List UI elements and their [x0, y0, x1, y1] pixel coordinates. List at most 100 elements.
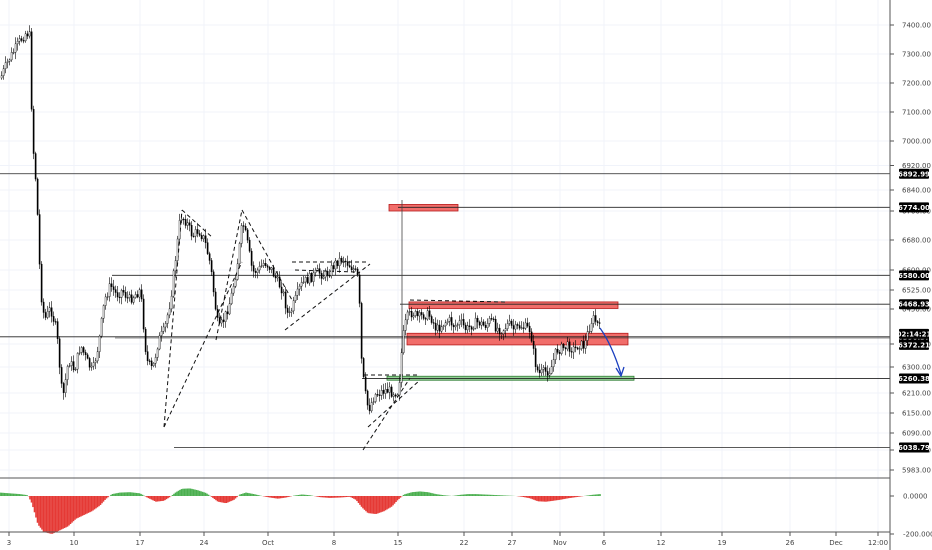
candle-body	[234, 279, 237, 287]
candle-body	[576, 347, 579, 350]
candle-body	[478, 321, 481, 326]
candle-body	[304, 277, 307, 283]
candle-body	[20, 38, 23, 41]
price-axis-label: 6920.00	[902, 162, 931, 170]
candle-body	[386, 389, 389, 393]
candle-body	[352, 268, 355, 271]
candle-body	[188, 222, 191, 226]
candle-body	[34, 153, 37, 180]
candle-body	[18, 38, 21, 42]
candle-body	[524, 322, 527, 329]
candle-body	[338, 257, 341, 267]
candle-body	[112, 286, 115, 290]
candle-body	[550, 366, 553, 374]
price-level-badge: 6892.99	[898, 170, 930, 178]
candle-body	[106, 296, 109, 298]
candle-body	[438, 324, 441, 332]
candle-body	[308, 272, 311, 284]
candle-body	[354, 268, 357, 270]
candle-body	[170, 295, 173, 310]
candle-body	[528, 325, 531, 333]
candle-body	[496, 327, 499, 332]
price-level-badge: 6038.79	[898, 444, 930, 452]
candle-body	[146, 351, 149, 362]
candle-body	[152, 363, 155, 367]
candle-body	[578, 348, 581, 350]
candle-body	[52, 316, 55, 322]
candle-body	[536, 366, 539, 371]
candle-body	[344, 260, 347, 263]
projection-arrow	[599, 327, 625, 378]
candle-body	[216, 308, 219, 318]
candle-body	[252, 265, 255, 272]
candle-body	[522, 327, 525, 329]
candle-body	[264, 263, 267, 267]
candle-body	[558, 352, 561, 354]
candle-body	[246, 229, 249, 241]
candle-body	[348, 265, 351, 268]
candle-body	[398, 382, 401, 396]
candle-body	[588, 330, 591, 333]
main-pane-background	[0, 0, 890, 478]
candle-body	[358, 274, 361, 304]
candle-body	[168, 308, 171, 316]
price-level-badge-background	[899, 168, 929, 179]
candle-body	[14, 43, 17, 53]
candle-body	[156, 348, 159, 358]
time-axis-label: Nov	[553, 539, 567, 547]
candle-body	[270, 267, 273, 270]
candle-body	[122, 290, 125, 293]
candle-body	[0, 75, 3, 79]
trend-line	[241, 209, 293, 301]
candle-body	[192, 235, 195, 238]
candle-body	[466, 325, 469, 331]
candle-body	[582, 340, 585, 349]
candle-body	[262, 263, 265, 266]
candle-body	[32, 108, 35, 154]
price-axis-label: 6210.00	[902, 390, 931, 398]
candle-body	[176, 238, 179, 261]
candle-body	[426, 310, 429, 320]
candle-body	[448, 317, 451, 322]
candle-body	[36, 178, 39, 215]
candle-body	[378, 394, 381, 396]
price-level-badge-background	[899, 373, 929, 384]
candle-body	[360, 303, 363, 359]
candle-body	[214, 291, 217, 310]
price-level-badge: 6468.93	[898, 301, 930, 309]
candle-body	[144, 328, 147, 352]
candle-countdown-badge: 02:14:21	[897, 330, 932, 338]
candle-body	[374, 394, 377, 402]
candle-body	[226, 311, 229, 315]
price-axis-label: 7000.00	[902, 138, 931, 146]
candle-body	[350, 266, 353, 271]
candle-body	[362, 358, 365, 377]
candle-body	[206, 242, 209, 254]
price-axis-label: 6300.00	[902, 364, 931, 372]
candle-body	[286, 307, 289, 313]
candle-body	[334, 260, 337, 270]
candle-body	[514, 324, 517, 330]
time-axis-label: 22	[460, 539, 469, 547]
candle-body	[474, 317, 477, 329]
candle-body	[222, 319, 225, 322]
candle-body	[266, 265, 269, 268]
candle-body	[2, 68, 5, 76]
candle-body	[590, 323, 593, 332]
candle-body	[592, 315, 595, 324]
price-axis-label: 7100.00	[902, 109, 931, 117]
candle-body	[538, 369, 541, 374]
time-axis-label: 12:00	[868, 539, 888, 547]
price-axis-label: 6090.00	[902, 430, 931, 438]
candle-body	[56, 321, 59, 340]
candle-body	[74, 368, 77, 371]
candle-body	[418, 312, 421, 317]
candle-body	[370, 402, 373, 412]
candle-body	[228, 303, 231, 315]
price-level-badge: 6774.00	[898, 204, 930, 212]
candle-body	[82, 347, 85, 353]
candle-body	[542, 367, 545, 370]
candle-body	[70, 361, 73, 366]
candle-body	[76, 353, 79, 370]
candle-body	[392, 394, 395, 397]
